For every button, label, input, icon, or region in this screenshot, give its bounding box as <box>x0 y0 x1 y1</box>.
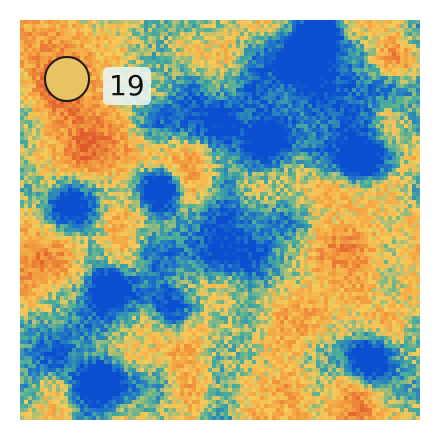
player-token[interactable] <box>44 56 90 102</box>
score-label: 19 <box>103 67 151 105</box>
terrain-board[interactable]: 19 <box>20 20 420 420</box>
